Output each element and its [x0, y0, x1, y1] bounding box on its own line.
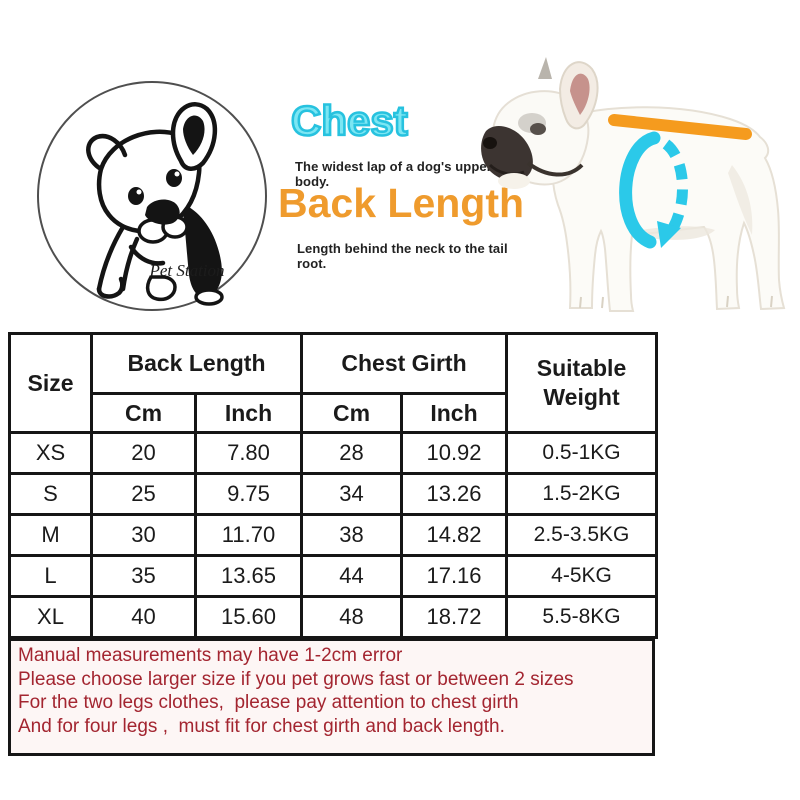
weight-cell: 5.5-8KG — [505, 595, 659, 639]
subheader-back-cm: Cm — [90, 392, 197, 434]
chest-cm-cell: 48 — [300, 595, 403, 639]
subheader-chest-cm: Cm — [300, 392, 403, 434]
table-row-s: S 25 9.75 34 13.26 1.5-2KG — [8, 472, 659, 516]
back-cm-cell: 30 — [90, 513, 197, 557]
chest-inch-cell: 10.92 — [399, 431, 509, 475]
col-header-chest-girth: Chest Girth — [299, 332, 509, 395]
chest-girth-band — [619, 131, 688, 249]
dog-nose — [483, 137, 497, 149]
table-row-l: L 35 13.65 44 17.16 4-5KG — [8, 554, 659, 598]
bulldog-logo-icon: Pet Station — [37, 81, 267, 311]
back-length-description: Length behind the neck to the tail root. — [297, 241, 508, 271]
dog-eye — [530, 123, 546, 135]
dog-far-ear — [538, 57, 552, 79]
chest-description: The widest lap of a dog's upper body. — [295, 159, 492, 189]
brand-name: Pet Station — [148, 261, 224, 280]
weight-cell: 0.5-1KG — [505, 431, 659, 475]
subheader-chest-inch: Inch — [399, 392, 509, 434]
size-table: Size Back Length Chest Girth Suitable We… — [8, 332, 659, 639]
back-inch-cell: 11.70 — [194, 513, 303, 557]
note-line-4: And for four legs , must fit for chest g… — [18, 715, 505, 737]
size-cell: M — [8, 513, 93, 557]
chest-cm-cell: 44 — [300, 554, 403, 598]
col-header-size: Size — [8, 332, 93, 434]
back-cm-cell: 40 — [90, 595, 197, 639]
dog-photo-illustration — [481, 57, 786, 312]
chest-cm-cell: 28 — [300, 431, 403, 475]
back-length-bar — [608, 114, 752, 140]
table-row-xs: XS 20 7.80 28 10.92 0.5-1KG — [8, 431, 659, 475]
chest-inch-cell: 17.16 — [399, 554, 509, 598]
back-length-heading: Back Length — [278, 180, 525, 226]
dog-collar — [526, 161, 584, 177]
size-cell: XS — [8, 431, 93, 475]
note-line-2: Please choose larger size if you pet gro… — [18, 668, 574, 690]
back-inch-cell: 15.60 — [194, 595, 303, 639]
col-header-back-length: Back Length — [90, 332, 303, 395]
table-row-xl: XL 40 15.60 48 18.72 5.5-8KG — [8, 595, 659, 639]
chest-inch-cell: 18.72 — [399, 595, 509, 639]
chest-inch-cell: 14.82 — [399, 513, 509, 557]
dog-body — [551, 106, 786, 312]
size-cell: L — [8, 554, 93, 598]
chest-cm-cell: 34 — [300, 472, 403, 516]
notes-box: Manual measurements may have 1-2cm error… — [8, 638, 655, 756]
subheader-back-inch: Inch — [194, 392, 303, 434]
weight-cell: 2.5-3.5KG — [505, 513, 659, 557]
brand-logo: Pet Station — [35, 79, 269, 313]
back-cm-cell: 25 — [90, 472, 197, 516]
back-inch-cell: 9.75 — [194, 472, 303, 516]
col-header-suitable-weight: Suitable Weight — [505, 332, 659, 434]
chest-inch-cell: 13.26 — [399, 472, 509, 516]
back-inch-cell: 7.80 — [194, 431, 303, 475]
weight-cell: 1.5-2KG — [505, 472, 659, 516]
back-cm-cell: 20 — [90, 431, 197, 475]
weight-cell: 4-5KG — [505, 554, 659, 598]
note-line-1: Manual measurements may have 1-2cm error — [18, 645, 403, 666]
size-cell: XL — [8, 595, 93, 639]
note-line-3: For the two legs clothes, please pay att… — [18, 692, 519, 714]
table-row-m: M 30 11.70 38 14.82 2.5-3.5KG — [8, 513, 659, 557]
back-cm-cell: 35 — [90, 554, 197, 598]
back-inch-cell: 13.65 — [194, 554, 303, 598]
chest-heading: Chest — [290, 96, 409, 146]
size-cell: S — [8, 472, 93, 516]
chest-cm-cell: 38 — [300, 513, 403, 557]
